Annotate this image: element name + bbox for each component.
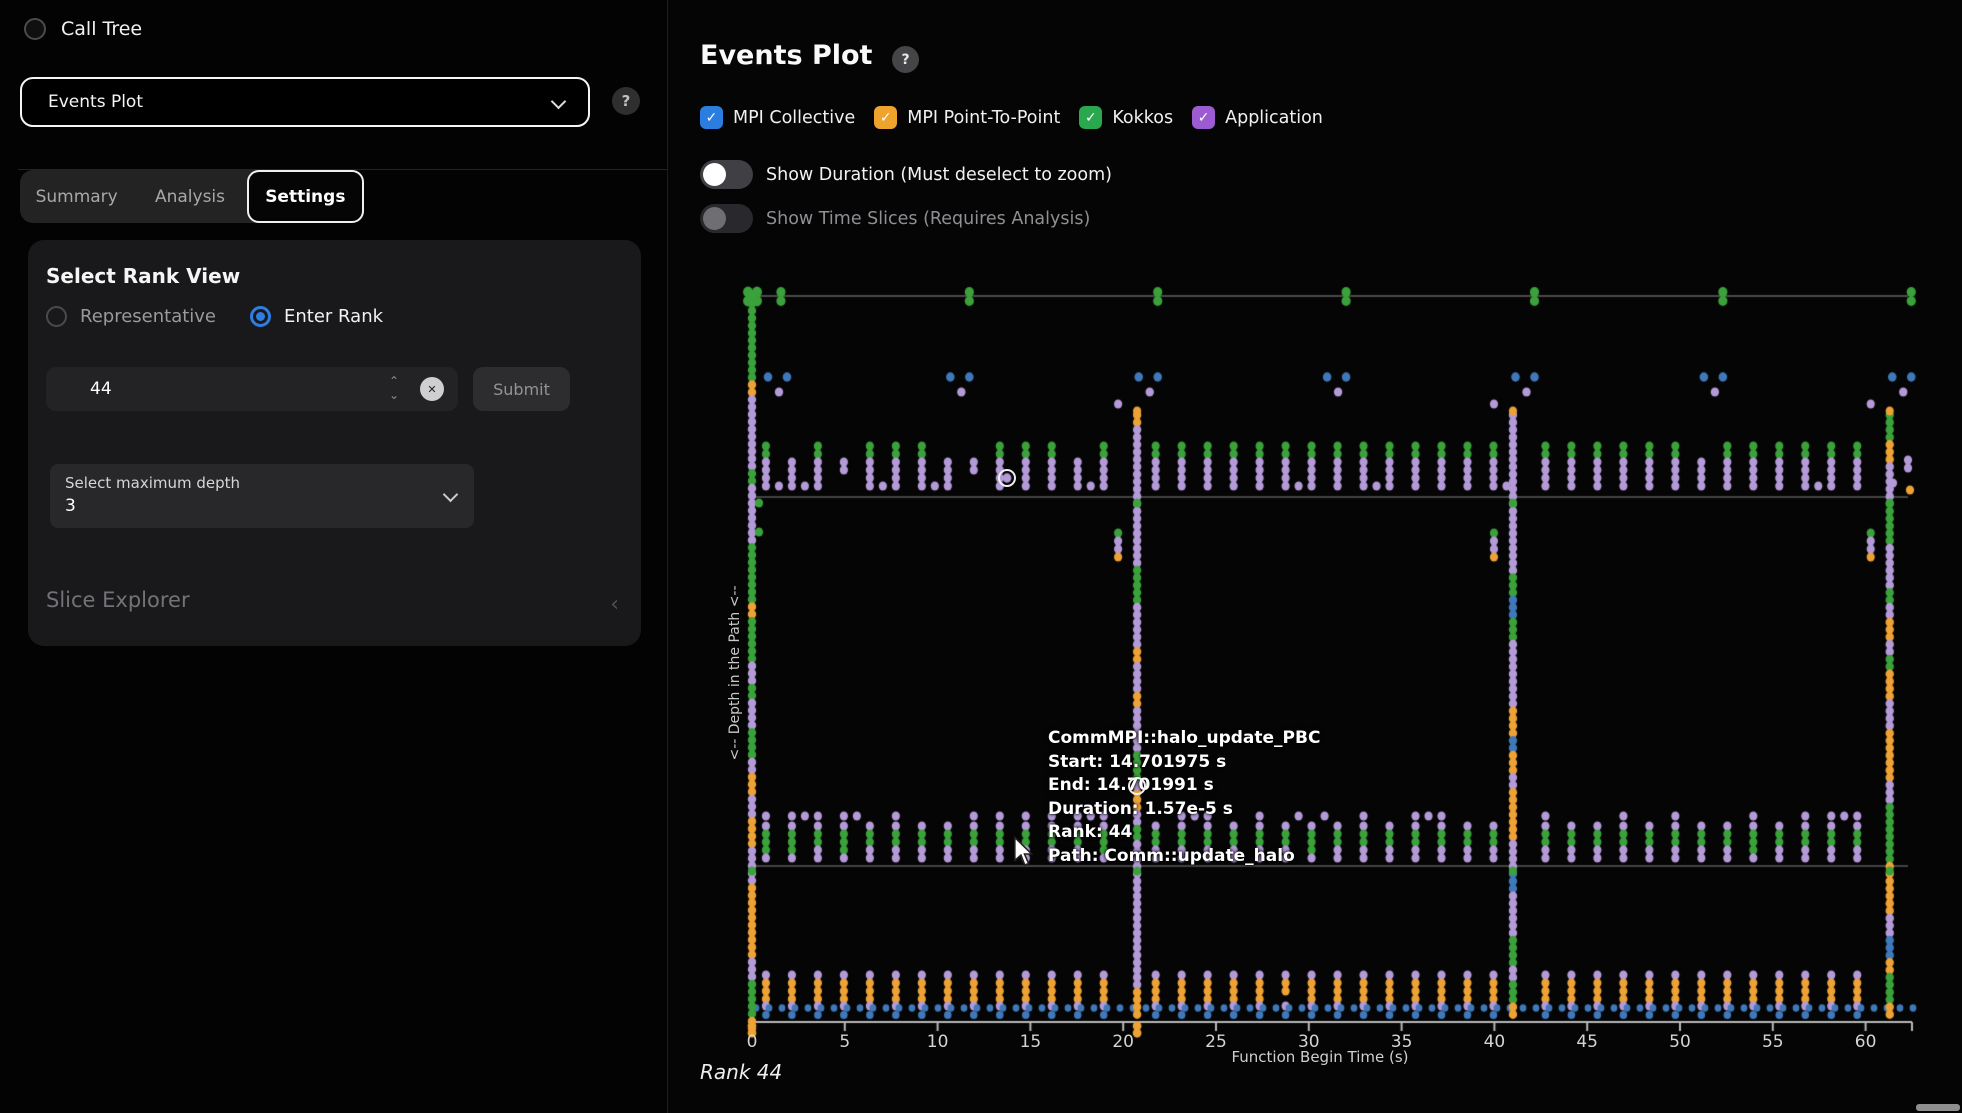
rank-view-card: Select Rank View Representative Enter Ra… — [28, 240, 641, 646]
max-depth-value: 3 — [65, 496, 76, 516]
chevron-down-icon — [550, 93, 567, 110]
rank-number-input[interactable] — [90, 367, 310, 411]
slice-explorer-header[interactable]: Slice Explorer ‹ — [46, 588, 623, 628]
radio-representative[interactable]: Representative — [46, 306, 216, 327]
x-tick-label: 35 — [1390, 1032, 1413, 1052]
show-duration-label: Show Duration (Must deselect to zoom) — [766, 164, 1112, 185]
x-tick-label: 15 — [1019, 1032, 1042, 1052]
legend-label: Application — [1225, 107, 1323, 128]
call-tree-row[interactable]: Call Tree — [24, 18, 142, 40]
view-select-value: Events Plot — [48, 92, 144, 112]
radio-circle-icon — [250, 306, 272, 327]
x-tick-label: 25 — [1205, 1032, 1227, 1052]
rank-view-title: Select Rank View — [46, 264, 241, 288]
tab-bar: Summary Analysis Settings — [20, 170, 364, 223]
tooltip-path: Path: Comm::update_halo — [1048, 845, 1295, 866]
legend-application[interactable]: ✓ Application — [1192, 106, 1323, 129]
clear-input-button[interactable]: ✕ — [420, 377, 444, 401]
x-tick-label: 20 — [1112, 1032, 1134, 1052]
x-tick-label: 60 — [1854, 1032, 1877, 1052]
hovered-point-ring — [1128, 777, 1146, 795]
legend-kokkos[interactable]: ✓ Kokkos — [1079, 106, 1173, 129]
tooltip-rank: Rank: 44 — [1048, 822, 1133, 842]
tooltip-function-name: CommMPI::halo_update_PBC — [1048, 728, 1321, 748]
mouse-cursor-icon — [1014, 836, 1034, 866]
rank-view-options: Representative Enter Rank — [46, 306, 383, 327]
x-tick-label: 30 — [1297, 1032, 1320, 1052]
toggle-knob — [703, 163, 726, 186]
rank-number-input-box: ⌃⌄ ✕ — [46, 367, 458, 411]
tooltip-start: Start: 14.701975 s — [1048, 751, 1227, 772]
radio-enter-rank-label: Enter Rank — [284, 306, 384, 327]
tooltip-end: End: 14.701991 s — [1048, 775, 1214, 795]
page-title: Events Plot — [700, 40, 873, 71]
chevron-down-icon — [442, 486, 459, 503]
legend-mpi-collective[interactable]: ✓ MPI Collective — [700, 106, 855, 129]
x-tick-label: 50 — [1669, 1032, 1691, 1052]
x-tick-label: 5 — [839, 1032, 851, 1052]
sidebar-divider — [18, 169, 668, 170]
tab-analysis[interactable]: Analysis — [154, 186, 226, 207]
call-tree-radio[interactable] — [24, 18, 46, 40]
highlighted-point-ring — [998, 469, 1016, 487]
checkbox-checked-icon[interactable]: ✓ — [1192, 106, 1216, 129]
events-plot-help-button[interactable]: ? — [892, 46, 919, 73]
radio-representative-label: Representative — [80, 306, 217, 327]
show-time-slices-toggle[interactable] — [700, 204, 753, 233]
x-tick-label: 45 — [1576, 1032, 1598, 1052]
x-tick-label: 10 — [926, 1032, 949, 1052]
chevron-left-icon: ‹ — [610, 592, 619, 617]
legend-label: MPI Point-To-Point — [907, 107, 1061, 128]
radio-circle-icon — [46, 306, 67, 327]
tooltip-duration: Duration: 1.57e-5 s — [1048, 798, 1233, 819]
horizontal-scrollbar-thumb[interactable] — [1916, 1104, 1960, 1111]
tab-summary[interactable]: Summary — [35, 186, 118, 207]
legend-mpi-point-to-point[interactable]: ✓ MPI Point-To-Point — [874, 106, 1060, 129]
max-depth-select[interactable]: Select maximum depth 3 — [50, 464, 474, 528]
number-stepper[interactable]: ⌃ ⌄ — [388, 374, 400, 402]
show-time-slices-toggle-row: Show Time Slices (Requires Analysis) — [700, 204, 1090, 233]
x-tick-label: 40 — [1483, 1032, 1506, 1052]
legend-label: Kokkos — [1112, 107, 1174, 128]
submit-button[interactable]: Submit — [473, 367, 570, 411]
call-tree-label: Call Tree — [61, 18, 143, 40]
show-duration-toggle[interactable] — [700, 160, 753, 189]
sidebar-help-button[interactable]: ? — [612, 87, 640, 115]
x-tick-label: 55 — [1761, 1032, 1784, 1052]
show-time-slices-label: Show Time Slices (Requires Analysis) — [766, 208, 1091, 229]
x-axis-label: Function Begin Time (s) — [1231, 1048, 1409, 1066]
max-depth-label: Select maximum depth — [65, 474, 241, 492]
sidebar: Call Tree Events Plot ? Summary Analysis… — [0, 0, 668, 1113]
checkbox-checked-icon[interactable]: ✓ — [700, 106, 723, 129]
y-axis-label: <-- Depth in the Path <-- — [727, 585, 743, 761]
legend-label: MPI Collective — [733, 107, 856, 128]
checkbox-checked-icon[interactable]: ✓ — [874, 106, 898, 129]
category-legend: ✓ MPI Collective ✓ MPI Point-To-Point ✓ … — [700, 106, 1323, 129]
slice-explorer-label: Slice Explorer — [46, 588, 190, 612]
checkbox-checked-icon[interactable]: ✓ — [1079, 106, 1103, 129]
view-select-dropdown[interactable]: Events Plot — [20, 77, 590, 127]
tab-settings[interactable]: Settings — [246, 170, 364, 223]
x-tick-label: 0 — [746, 1032, 758, 1052]
radio-enter-rank[interactable]: Enter Rank — [250, 306, 383, 327]
show-duration-toggle-row: Show Duration (Must deselect to zoom) — [700, 160, 1112, 189]
footer-rank-label: Rank 44 — [700, 1060, 783, 1084]
toggle-knob — [703, 207, 726, 230]
hover-tooltip: CommMPI::halo_update_PBC Start: 14.70197… — [1048, 727, 1320, 868]
